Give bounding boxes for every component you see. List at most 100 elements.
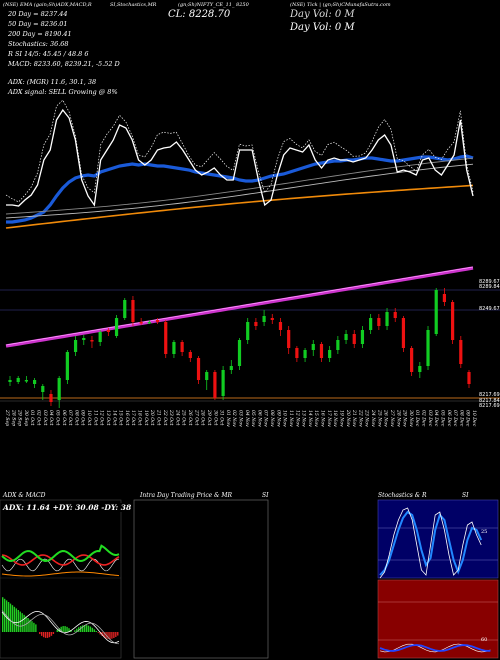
macd-histogram-bar	[3, 598, 6, 632]
candle-body	[328, 350, 332, 358]
macd-signal-line	[1, 610, 120, 645]
date-label: 29 Oct	[206, 409, 212, 426]
candle-body	[295, 348, 299, 358]
price-axis-label: 8249.67	[479, 306, 500, 312]
macd-histogram-bar	[93, 629, 96, 632]
macd-histogram-bar	[41, 632, 43, 636]
date-label: 09 Oct	[80, 410, 86, 426]
date-label: 15 Oct	[118, 410, 124, 426]
bollinger-lower	[5, 163, 474, 219]
candle-body	[221, 370, 225, 396]
candle-body	[360, 330, 365, 344]
date-label: 26 Nov	[383, 409, 389, 427]
intra-day-title: Intra Day Trading Price & MR	[140, 492, 233, 499]
candle-body	[270, 318, 274, 320]
stochastics-title: Stochastics & R	[378, 492, 427, 499]
date-label: 26 Oct	[187, 409, 193, 426]
date-label: 21 Oct	[155, 409, 161, 426]
macd-histogram-bar	[111, 632, 113, 639]
candle-body	[229, 366, 233, 370]
macd-histogram-bar	[31, 621, 33, 632]
candle-body	[344, 334, 348, 340]
date-label: 22 Nov	[357, 409, 363, 427]
candle-body	[418, 366, 422, 372]
macd-histogram-bar	[78, 627, 80, 632]
date-label: 20 Nov	[345, 409, 351, 427]
macd-histogram-bar	[62, 626, 64, 632]
macd-histogram-bar	[25, 616, 27, 632]
macd-histogram-bar	[27, 618, 29, 632]
date-label: 27 Nov	[389, 409, 395, 427]
macd-label: MACD: 8233.60, 8239.21, -5.52 D	[8, 60, 120, 68]
date-label: 25 Nov	[376, 409, 382, 427]
macd-histogram-bar	[117, 632, 119, 636]
stochastics-panel	[377, 499, 499, 579]
date-label: 16 Nov	[320, 410, 326, 427]
macd-histogram-bar	[109, 632, 111, 639]
candle-body	[459, 340, 463, 364]
macd-histogram-bar	[81, 625, 84, 632]
macd-histogram-bar	[23, 614, 25, 632]
date-label: 21 Nov	[351, 409, 357, 427]
adx-line	[1, 571, 120, 577]
date-label: 09 Nov	[275, 410, 281, 427]
date-label: 02 Oct	[36, 410, 42, 426]
macd-histogram-bar	[5, 600, 8, 632]
candle-body	[123, 300, 127, 318]
date-label: 29 Sep	[17, 409, 23, 426]
date-label: 08 Dec	[458, 410, 464, 427]
date-label: 16 Oct	[124, 410, 130, 426]
price-axis-label: 8289.84	[479, 284, 500, 290]
candle-body	[32, 380, 37, 384]
candle-body	[426, 330, 430, 366]
date-label: 05 Nov	[250, 410, 256, 427]
date-label: 14 Nov	[307, 410, 313, 427]
date-label: 30 Oct	[212, 410, 218, 426]
title-symbol: (gn;Sh)NIFTY_CE_11_ 8250	[178, 2, 249, 8]
day-volume-1: Day Vol: 0 M	[290, 9, 355, 20]
macd-histogram-bar	[17, 610, 19, 632]
macd-histogram-bar	[15, 608, 18, 632]
candle-body	[131, 300, 135, 322]
candle-body	[114, 318, 119, 336]
date-label: 07 Nov	[263, 410, 269, 427]
macd-histogram-bar	[107, 632, 109, 639]
date-label: 06 Dec	[446, 410, 452, 427]
macd-histogram-bar	[50, 632, 53, 636]
date-label: 11 Oct	[92, 410, 98, 426]
rsi-label: R SI 14/5: 45.45 / 48.8 6	[8, 50, 89, 58]
macd-histogram-bar	[91, 627, 94, 632]
price-axis-label: 8217.69	[479, 403, 500, 409]
close-price-line	[6, 108, 474, 207]
candle-body	[196, 358, 201, 380]
date-label: 19 Oct	[143, 410, 149, 426]
date-label: 29 Nov	[402, 409, 408, 427]
candle-body	[377, 318, 381, 326]
date-label: 22 Oct	[162, 409, 168, 426]
candle-body	[385, 312, 389, 326]
candle-body	[90, 340, 94, 342]
macd-histogram-bar	[113, 632, 115, 639]
date-label: 12 Nov	[294, 410, 300, 427]
date-label: 18 Nov	[332, 410, 338, 427]
date-label: 14 Oct	[111, 410, 117, 426]
macd-histogram-bar	[76, 628, 78, 632]
date-label: 10 Dec	[471, 410, 477, 427]
date-label: 01 Nov	[225, 410, 231, 427]
date-label: 06 Nov	[256, 410, 262, 427]
macd-histogram-bar	[99, 632, 101, 635]
ma200-label: 200 Day = 8190.41	[8, 30, 72, 38]
candle-body	[139, 322, 143, 324]
rsi-signal-line	[379, 643, 491, 653]
macd-histogram-bar	[2, 597, 4, 632]
date-label: 30 Nov	[408, 410, 414, 427]
macd-histogram-bar	[68, 628, 70, 632]
macd-histogram-bar	[56, 629, 58, 632]
candle-body	[352, 334, 356, 344]
candle-body	[336, 340, 340, 350]
ma-magenta-highlight	[5, 266, 474, 346]
date-label: 01 Oct	[29, 410, 35, 426]
stochastics-label: Stochastics: 36.68	[8, 40, 69, 48]
macd-histogram-bar	[66, 626, 68, 632]
adx-macd-title: ADX & MACD	[3, 492, 46, 499]
